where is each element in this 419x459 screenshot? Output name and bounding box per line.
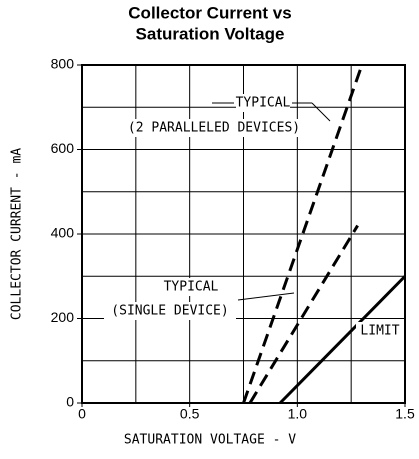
- leader-line: [311, 102, 331, 122]
- label-background: [356, 322, 404, 340]
- y-tick-label: 800: [51, 56, 75, 72]
- chart-title: Saturation Voltage: [136, 24, 285, 43]
- data-line: [248, 224, 359, 404]
- y-tick-label: 400: [51, 225, 75, 241]
- label-background: [104, 302, 236, 320]
- annotation: (SINGLE DEVICE): [111, 304, 228, 319]
- annotation: TYPICAL: [164, 280, 219, 295]
- annotation: LIMIT: [360, 324, 399, 339]
- leader-line: [237, 292, 295, 301]
- y-tick-label: 0: [66, 394, 74, 410]
- x-tick-label: 0.5: [180, 406, 200, 422]
- y-tick-label: 200: [51, 309, 75, 325]
- x-tick-label: 0: [78, 406, 86, 422]
- annotation: TYPICAL: [236, 96, 291, 111]
- chart-title: Collector Current vs: [128, 3, 291, 22]
- x-axis-label: SATURATION VOLTAGE - V: [124, 433, 296, 448]
- label-background: [119, 119, 309, 137]
- y-axis-label: COLLECTOR CURRENT - mA: [10, 148, 25, 320]
- data-line: [279, 275, 407, 405]
- label-background: [236, 94, 290, 112]
- y-tick-label: 600: [51, 140, 75, 156]
- x-tick-label: 1.0: [288, 406, 308, 422]
- label-background: [163, 278, 219, 296]
- annotation: (2 PARALLELED DEVICES): [128, 121, 300, 136]
- x-tick-label: 1.5: [395, 406, 415, 422]
